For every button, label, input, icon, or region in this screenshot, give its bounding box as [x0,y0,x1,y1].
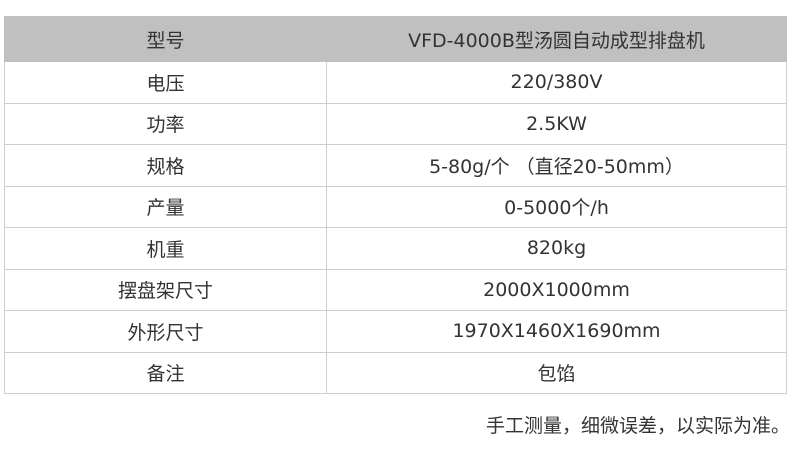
row-value: 5-80g/个 （直径20-50mm） [326,144,787,187]
table-header-row: 型号 VFD-4000B型汤圆自动成型排盘机 [4,16,787,62]
header-label: 型号 [4,16,327,62]
row-value: 820kg [326,227,787,270]
spec-table: 型号 VFD-4000B型汤圆自动成型排盘机 电压 220/380V 功率 2.5KW… [4,16,787,394]
row-label: 外形尺寸 [4,310,327,353]
row-value: 0-5000个/h [326,185,787,228]
row-label: 机重 [4,227,327,270]
table-row: 电压 220/380V [4,61,787,104]
row-label: 摆盘架尺寸 [4,268,327,311]
row-value: 2.5KW [326,102,787,145]
row-label: 规格 [4,144,327,187]
table-row: 摆盘架尺寸 2000X1000mm [4,268,787,311]
header-value: VFD-4000B型汤圆自动成型排盘机 [326,16,787,62]
row-value: 包馅 [326,351,787,394]
table-row: 备注 包馅 [4,351,787,394]
footnote: 手工测量，细微误差，以实际为准。 [485,415,790,437]
row-label: 功率 [4,102,327,145]
row-value: 1970X1460X1690mm [326,310,787,353]
table-row: 外形尺寸 1970X1460X1690mm [4,310,787,353]
table-row: 功率 2.5KW [4,102,787,145]
table-row: 机重 820kg [4,227,787,270]
row-label: 电压 [4,61,327,104]
table-row: 规格 5-80g/个 （直径20-50mm） [4,144,787,187]
row-label: 产量 [4,185,327,228]
row-value: 2000X1000mm [326,268,787,311]
table-row: 产量 0-5000个/h [4,185,787,228]
row-label: 备注 [4,351,327,394]
row-value: 220/380V [326,61,787,104]
